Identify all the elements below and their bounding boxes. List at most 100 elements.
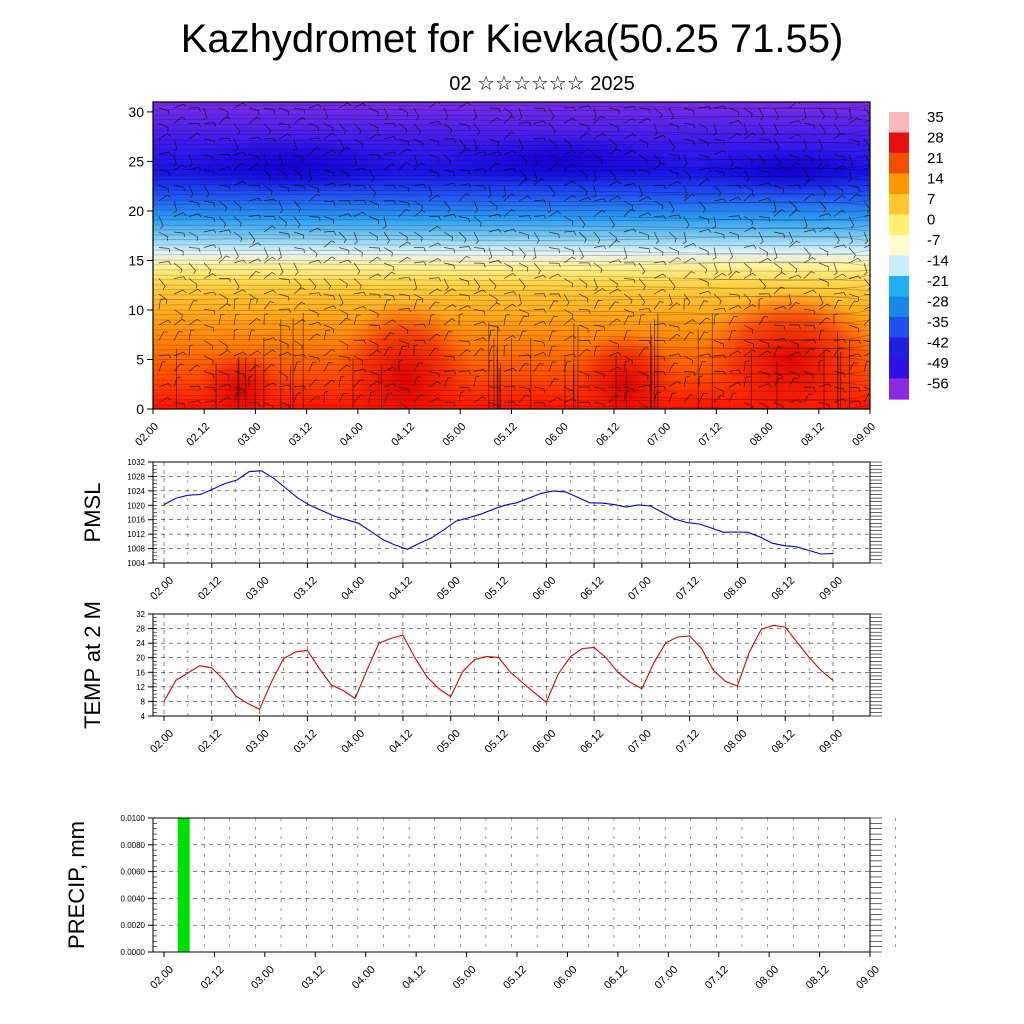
wind-barb	[443, 200, 451, 213]
wind-barb	[833, 398, 847, 403]
wind-barb	[413, 123, 422, 135]
wind-barb	[308, 309, 319, 318]
wind-barb	[413, 162, 426, 171]
x-tick-label: 02.00	[133, 421, 161, 449]
wind-barb	[818, 212, 832, 217]
isotherm-line	[153, 201, 870, 206]
isotherm-line	[153, 284, 870, 289]
wind-barb	[668, 362, 679, 372]
wind-barb	[758, 123, 765, 136]
wind-barb	[218, 371, 230, 379]
wind-barb	[668, 181, 682, 186]
wind-barb	[593, 231, 601, 244]
wind-barb	[473, 348, 485, 357]
wind-barb	[188, 400, 202, 405]
wind-barb	[773, 231, 785, 239]
wind-barb	[818, 123, 827, 135]
y-tick-label: 1004	[127, 559, 145, 568]
wind-barb	[278, 169, 288, 180]
wind-barb	[443, 213, 457, 218]
wind-barb	[698, 167, 712, 172]
wind-barb	[473, 321, 487, 326]
wind-barb	[173, 116, 186, 124]
x-tick-label: 08.00	[748, 421, 776, 449]
wind-barb	[473, 200, 479, 214]
wind-barb	[368, 107, 379, 117]
wind-barb	[743, 324, 754, 334]
wind-barb	[668, 278, 676, 290]
wind-barb	[338, 183, 352, 188]
wind-barb	[413, 247, 426, 252]
y-tick-label: 1008	[127, 545, 145, 554]
wind-barb	[203, 216, 216, 223]
colorbar-swatch	[889, 296, 909, 318]
wind-barb	[458, 313, 463, 326]
wind-barb	[758, 340, 770, 348]
wind-barb	[728, 293, 741, 300]
y-tick-label: 1012	[127, 530, 145, 539]
wind-barb	[563, 247, 575, 255]
colorbar-label: 21	[927, 150, 944, 167]
wind-barb	[668, 293, 673, 307]
wind-barb	[458, 169, 471, 175]
wind-barb	[368, 231, 378, 242]
x-tick-label: 03.00	[244, 728, 272, 756]
y-tick-label: 10	[128, 302, 144, 318]
colorbar-label: 14	[927, 171, 944, 188]
wind-barb	[728, 231, 740, 240]
wind-barb	[563, 194, 576, 202]
wind-barb	[593, 324, 606, 331]
x-tick-label: 05.12	[483, 575, 511, 603]
wind-barb	[653, 339, 666, 344]
x-tick-label: 09.00	[817, 575, 845, 603]
wind-barb	[218, 349, 231, 357]
wind-barb	[398, 324, 409, 334]
wind-barb	[518, 394, 530, 403]
wind-barb	[308, 333, 321, 341]
wind-barb	[383, 271, 396, 279]
isotherm-line	[153, 404, 870, 409]
wind-barb	[863, 154, 870, 166]
wind-barb	[863, 185, 870, 187]
wind-barb	[368, 293, 381, 299]
wind-barb	[863, 352, 870, 357]
wind-barb	[848, 247, 856, 259]
wind-barb	[218, 166, 232, 171]
wind-barb	[758, 278, 767, 290]
wind-barb	[593, 371, 605, 379]
wind-barb	[473, 289, 487, 295]
wind-barb	[188, 364, 201, 372]
wind-barb	[188, 166, 202, 171]
wind-barb	[728, 392, 737, 403]
wind-barb	[428, 120, 442, 125]
wind-barb	[608, 340, 619, 349]
wind-barb	[818, 185, 827, 197]
subtitle: 02 ☆☆☆☆☆☆ 2025	[449, 73, 635, 95]
colorbar-swatch	[889, 255, 909, 277]
wind-barb	[863, 393, 870, 403]
wind-barb	[248, 197, 262, 202]
x-tick-label: 04.00	[339, 575, 367, 603]
wind-barb	[833, 195, 846, 202]
wind-barb	[563, 293, 570, 307]
wind-barb	[848, 362, 858, 372]
wind-barb	[173, 164, 186, 171]
wind-barb	[218, 216, 227, 228]
wind-barb	[308, 379, 320, 388]
wind-barb	[263, 138, 277, 143]
wind-barb	[293, 287, 306, 295]
wind-barb	[383, 293, 395, 301]
wind-barb	[308, 361, 317, 372]
wind-barb	[218, 293, 229, 303]
wind-barb	[623, 355, 633, 366]
wind-barb	[548, 300, 559, 310]
wind-barb	[728, 154, 734, 167]
wind-barb	[503, 401, 517, 406]
wind-barb	[338, 147, 351, 155]
wind-barb	[743, 272, 757, 279]
wind-barb	[473, 278, 481, 291]
wind-barb	[203, 371, 215, 379]
x-tick-label: 04.00	[339, 728, 367, 756]
wind-barb	[218, 154, 231, 159]
wind-barb	[653, 184, 666, 189]
